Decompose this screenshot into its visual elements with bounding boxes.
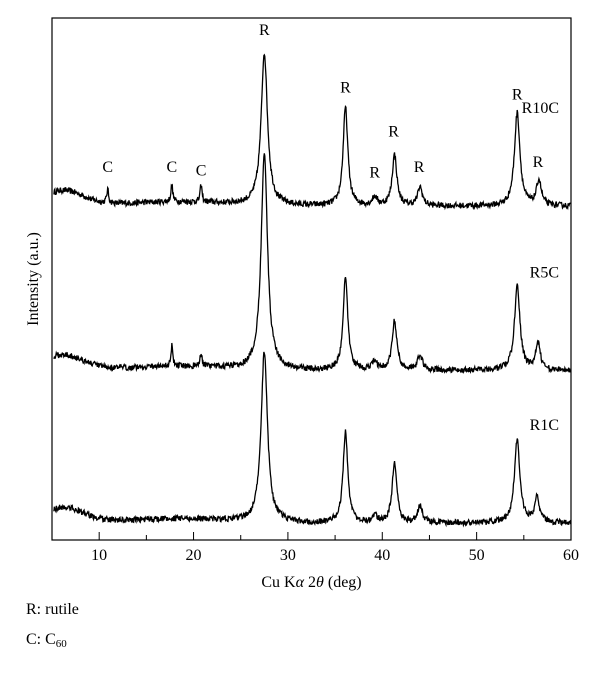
axis-labels: Cu Kα 2θ (deg) Intensity (a.u.) xyxy=(25,232,362,591)
x-axis-label: Cu Kα 2θ (deg) xyxy=(261,574,361,591)
legend-rutile: R: rutile xyxy=(26,600,79,620)
peak-label-R-4: R xyxy=(340,80,351,97)
peak-label-C-2: C xyxy=(196,163,207,180)
x-tick-label-60: 60 xyxy=(563,547,579,564)
peak-label-C-1: C xyxy=(167,159,178,176)
peak-label-R-6: R xyxy=(388,124,399,141)
x-axis-label-part: α xyxy=(296,574,305,591)
x-axis-ticks: 10 20 30 40 50 60 xyxy=(51,532,579,564)
x-tick-label-30: 30 xyxy=(280,547,296,564)
legend-c60: C: C60 xyxy=(26,630,67,654)
x-tick-label-50: 50 xyxy=(469,547,485,564)
series-R1C xyxy=(53,351,572,528)
x-tick-label-40: 40 xyxy=(374,547,390,564)
plot-border xyxy=(51,17,572,541)
series-label-R5C: R5C xyxy=(530,264,559,281)
x-tick-label-20: 20 xyxy=(186,547,202,564)
x-axis-label-part: θ xyxy=(316,574,324,591)
series-label-R1C: R1C xyxy=(530,417,559,434)
peak-annotations: C C C R R R R R R R xyxy=(102,22,543,181)
xrd-chart: 10 20 30 40 50 60 R10C R5C R1C C C C R R R R R R R Cu Kα… xyxy=(25,17,579,591)
x-axis-label-part: (deg) xyxy=(324,574,362,591)
peak-label-C-0: C xyxy=(102,159,113,176)
y-axis-label: Intensity (a.u.) xyxy=(25,232,42,326)
peak-label-R-8: R xyxy=(512,86,523,103)
x-axis-label-part: 2 xyxy=(304,574,316,591)
series-label-R10C: R10C xyxy=(522,100,559,117)
peak-label-R-3: R xyxy=(259,22,270,39)
legend-c60-subscript: 60 xyxy=(55,638,67,650)
peak-label-R-9: R xyxy=(533,154,544,171)
peak-label-R-5: R xyxy=(369,164,380,181)
x-axis-label-part: Cu K xyxy=(261,574,296,591)
peak-label-R-7: R xyxy=(414,159,425,176)
legend-rutile-text: R: rutile xyxy=(26,601,79,618)
x-tick-label-10: 10 xyxy=(91,547,107,564)
legend-c60-text: C: C xyxy=(26,631,56,648)
series-R5C xyxy=(53,153,572,375)
series-R10C xyxy=(53,53,572,211)
plot-frame xyxy=(51,17,572,541)
series-group: R10C R5C R1C xyxy=(53,53,572,528)
